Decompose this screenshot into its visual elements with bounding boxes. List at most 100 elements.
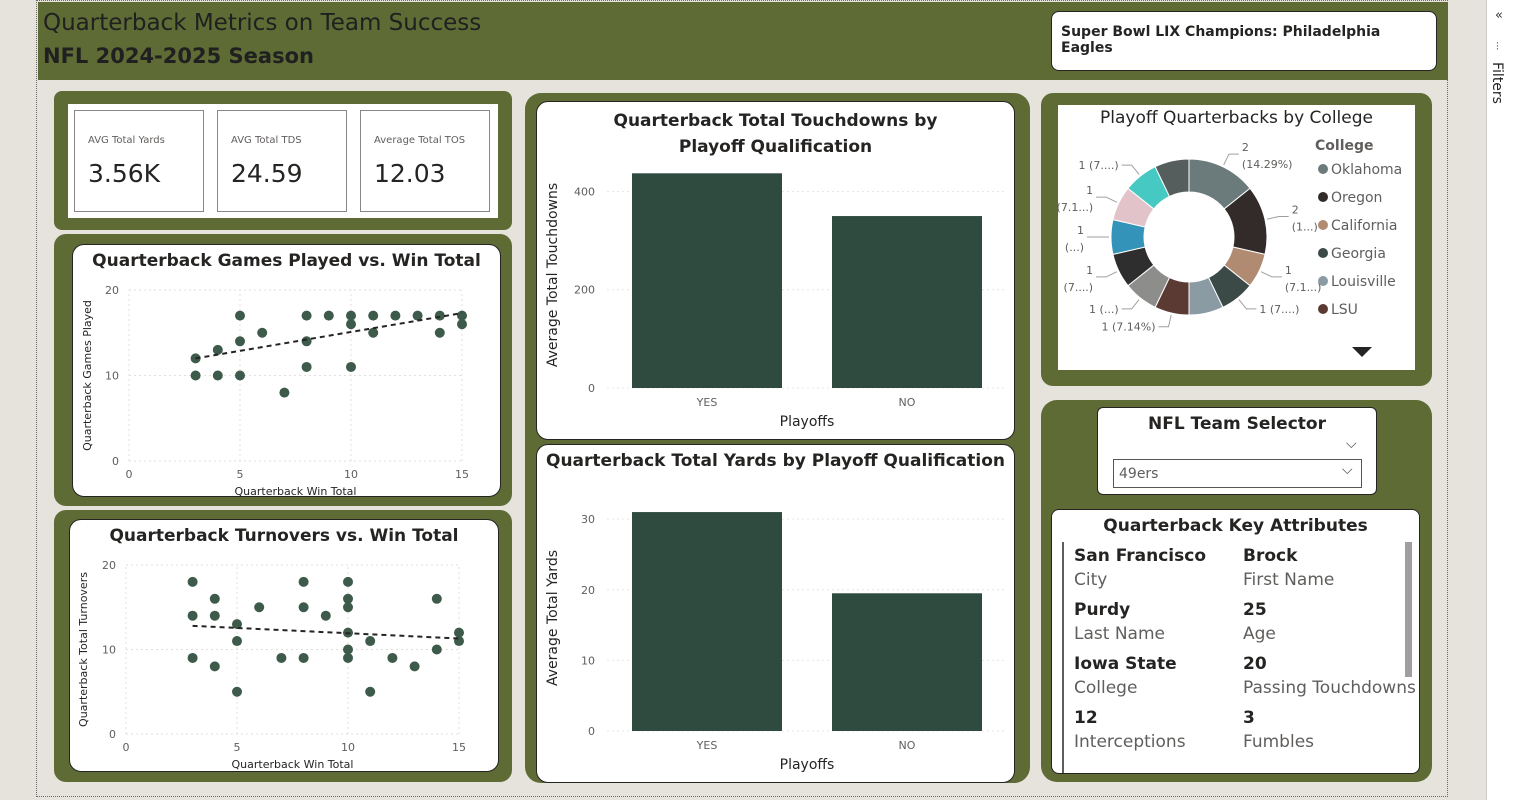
report-frame — [36, 0, 1448, 797]
team-panel: NFL Team Selector ⌵ 49ers ⌵ Quarterback … — [1041, 400, 1432, 782]
y-tick-label: 0 — [588, 725, 595, 738]
data-label: 1 — [1077, 224, 1084, 237]
data-point — [368, 310, 379, 321]
legend-item: Louisville — [1331, 274, 1396, 290]
y-tick-label: 400 — [574, 185, 595, 198]
kpi-value: 24.59 — [231, 159, 303, 188]
yards-by-playoffs-card[interactable]: Quarterback Total Yards by Playoff Quali… — [536, 444, 1015, 783]
key-attributes-card: Quarterback Key Attributes San Francisco… — [1051, 509, 1420, 774]
data-point — [454, 627, 464, 638]
data-label: (7....) — [1064, 281, 1094, 294]
leader-line — [1096, 196, 1118, 203]
data-point — [276, 652, 287, 663]
attr-passing-td-value: 20 — [1243, 654, 1267, 674]
college-panel: Playoff Quarterbacks by College 2 (14.29%… — [1041, 93, 1432, 386]
attr-fumbles-label: Fumbles — [1243, 732, 1315, 752]
data-point — [431, 644, 442, 655]
data-point — [343, 644, 353, 655]
team-selector-value: 49ers — [1119, 466, 1159, 482]
x-tick-label: YES — [696, 739, 718, 752]
kpi-container: AVG Total Yards 3.56K AVG Total TDS 24.5… — [68, 104, 498, 218]
y-tick-label: 200 — [574, 284, 595, 297]
games-vs-wins-card[interactable]: Quarterback Games Played vs. Win Total 0… — [72, 244, 502, 498]
legend-item: Oregon — [1331, 190, 1382, 206]
td-by-playoffs-chart[interactable]: 0 200 400 YES NO Playoffs Average Total Touchd… — [537, 102, 1016, 441]
turnovers-vs-wins-card[interactable]: Quarterback Turnovers vs. Win Total 0 10 2… — [69, 519, 499, 772]
legend-item: Oklahoma — [1331, 162, 1402, 178]
legend-title: College — [1315, 138, 1374, 154]
data-point — [434, 327, 445, 338]
bar-yes — [632, 512, 782, 731]
college-donut-chart[interactable]: 2 (14.29%) 2 (1...) 1 (7.1...) 1 (7....) 1 (7.1… — [1058, 105, 1415, 370]
leader-line — [1121, 299, 1140, 310]
games-vs-wins-panel: Quarterback Games Played vs. Win Total 0… — [54, 234, 512, 506]
chart-title: Quarterback Turnovers vs. Win Total — [109, 526, 459, 546]
attr-college-label: College — [1074, 678, 1138, 698]
leader-line — [1266, 216, 1289, 220]
x-tick-label: 10 — [344, 468, 358, 481]
data-point — [412, 310, 423, 321]
data-point — [343, 593, 353, 604]
data-point — [365, 686, 376, 697]
bar-no — [832, 593, 982, 731]
yards-by-playoffs-chart[interactable]: 0 10 20 30 YES NO Playoffs Average Total Yards — [537, 445, 1016, 784]
attributes-scrollbar[interactable] — [1405, 542, 1412, 677]
data-point — [187, 610, 198, 621]
data-point — [457, 319, 467, 330]
chevron-down-icon[interactable]: ⌵ — [1342, 462, 1353, 478]
attr-first-name-label: First Name — [1243, 570, 1335, 590]
data-label: (7.1...) — [1058, 201, 1093, 214]
data-label: 2 — [1292, 204, 1299, 217]
filters-label[interactable]: Filters — [1489, 62, 1505, 104]
data-point — [365, 636, 376, 647]
x-tick-label: 15 — [455, 468, 469, 481]
x-tick-label: 10 — [341, 741, 355, 754]
data-point — [390, 310, 401, 321]
bar-charts-panel: Quarterback Total Touchdowns by Playoff … — [525, 93, 1030, 783]
kpi-card-avg-yards[interactable]: AVG Total Yards 3.56K — [74, 110, 204, 212]
data-label: 1 (7....) — [1259, 303, 1299, 316]
bar-no — [832, 216, 982, 388]
data-point — [409, 661, 420, 672]
college-card[interactable]: Playoff Quarterbacks by College 2 (14.29%… — [1058, 105, 1415, 370]
data-point — [232, 619, 242, 630]
y-tick-label: 20 — [102, 559, 116, 572]
td-by-playoffs-card[interactable]: Quarterback Total Touchdowns by Playoff … — [536, 101, 1015, 440]
data-label: (7.1...) — [1285, 281, 1322, 294]
filter-icon[interactable]: ⫶ — [1496, 40, 1499, 53]
chevron-left-icon[interactable]: « — [1495, 8, 1503, 23]
data-point — [320, 610, 331, 621]
kpi-card-avg-tos[interactable]: Average Total TOS 12.03 — [360, 110, 490, 212]
attr-first-name-value: Brock — [1243, 546, 1298, 566]
leader-line — [1238, 299, 1257, 310]
y-axis-title: Quarterback Games Played — [81, 300, 94, 451]
y-tick-label: 10 — [105, 370, 119, 383]
data-point — [457, 310, 467, 321]
data-point — [235, 310, 245, 321]
kpi-label: AVG Total TDS — [231, 135, 302, 146]
attr-interceptions-label: Interceptions — [1074, 732, 1186, 752]
team-selector-dropdown[interactable]: 49ers ⌵ — [1113, 459, 1362, 488]
x-tick-label: NO — [899, 739, 916, 752]
data-label: (1...) — [1292, 221, 1318, 234]
key-attributes-title: Quarterback Key Attributes — [1103, 516, 1368, 536]
x-tick-label: 0 — [123, 741, 130, 754]
bar-yes — [632, 173, 782, 388]
data-point — [346, 319, 356, 330]
data-label: 1 (...) — [1089, 303, 1119, 316]
filters-pane: « ⫶ Filters — [1486, 0, 1514, 800]
kpi-card-avg-tds[interactable]: AVG Total TDS 24.59 — [217, 110, 347, 212]
data-point — [257, 327, 268, 338]
leader-line — [1096, 271, 1118, 278]
data-label: 2 — [1242, 141, 1249, 154]
data-point — [346, 310, 356, 321]
y-axis-title: Average Total Yards — [545, 550, 561, 686]
chevron-down-icon[interactable]: ⌵ — [1346, 436, 1357, 452]
attr-college-value: Iowa State — [1074, 654, 1177, 674]
page-title: Quarterback Metrics on Team Success — [43, 10, 482, 36]
legend-more-icon[interactable] — [1352, 347, 1372, 357]
champion-banner: Super Bowl LIX Champions: Philadelphia E… — [1051, 11, 1437, 71]
attr-passing-td-label: Passing Touchdowns — [1243, 678, 1416, 698]
